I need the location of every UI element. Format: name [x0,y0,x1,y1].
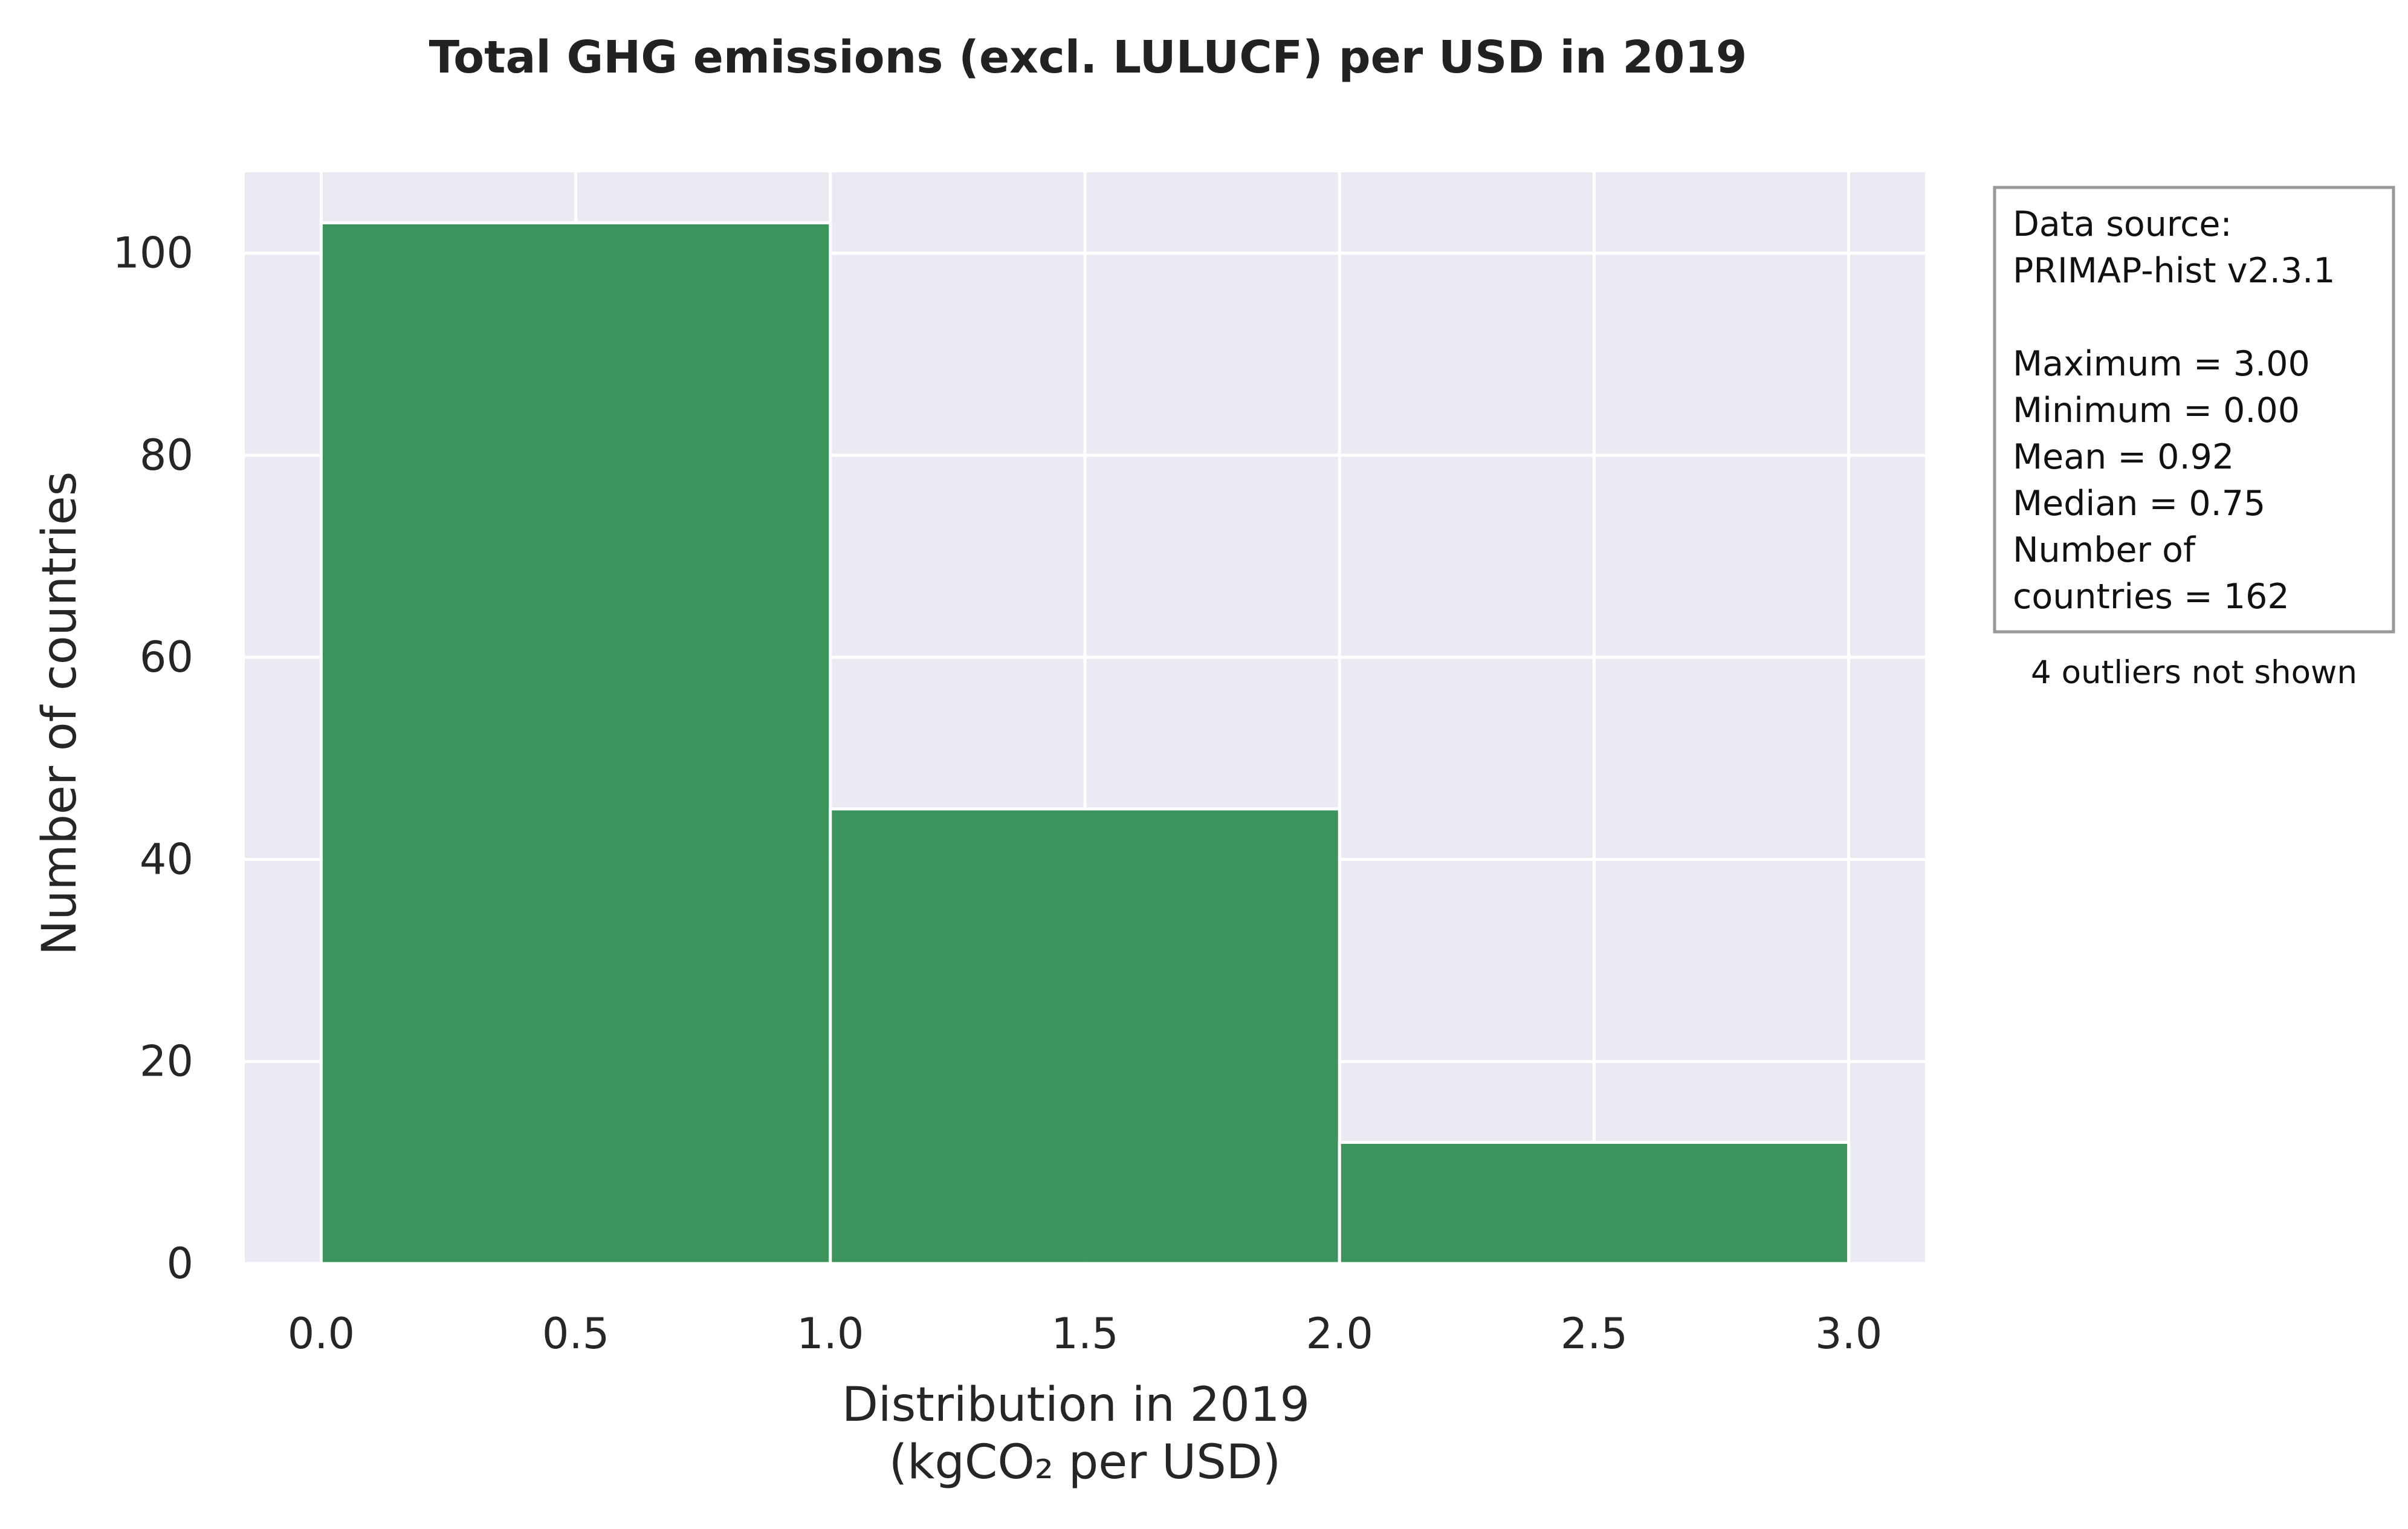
y-tick-label: 0 [166,1239,193,1288]
outlier-note: 4 outliers not shown [2031,654,2357,691]
histogram-bar-0 [319,221,832,1265]
y-tick-label: 20 [140,1037,193,1086]
y-axis-label: Number of countries [33,472,87,956]
info-box-line: Number of [2013,530,2196,570]
y-tick-label: 100 [112,229,193,278]
info-box-line: Mean = 0.92 [2013,437,2234,477]
histogram-bars [319,221,1851,1265]
x-axis-label-line2: (kgCO₂ per USD) [889,1435,1281,1490]
info-box-line: Data source: [2013,204,2232,244]
info-box [1993,186,2395,634]
info-box-line: Median = 0.75 [2013,484,2265,524]
x-tick-label: 3.0 [1815,1309,1882,1359]
info-box-line: PRIMAP-hist v2.3.1 [2013,251,2335,291]
x-tick-label: 0.0 [288,1309,355,1359]
histogram-bar-1 [829,807,1341,1265]
info-box-line: Minimum = 0.00 [2013,391,2300,430]
x-axis-label-line1: Distribution in 2019 [842,1378,1310,1432]
y-tick-label: 60 [140,632,193,682]
x-axis-ticks: 0.0 0.5 1.0 1.5 2.0 2.5 3.0 [288,1309,1883,1359]
y-axis-ticks: 0 20 40 60 80 100 [112,229,193,1288]
y-tick-label: 40 [140,834,193,884]
histogram-bar-2 [1338,1140,1851,1265]
y-tick-label: 80 [140,430,193,480]
info-box-line: Maximum = 3.00 [2013,344,2310,384]
info-box-line: countries = 162 [2013,577,2290,617]
x-tick-label: 1.5 [1051,1309,1118,1359]
chart-title: Total GHG emissions (excl. LULUCF) per U… [429,31,1747,83]
x-tick-label: 2.0 [1306,1309,1373,1359]
x-tick-label: 1.0 [797,1309,864,1359]
x-tick-label: 2.5 [1561,1309,1628,1359]
x-tick-label: 0.5 [542,1309,609,1359]
info-box-text: Data source: PRIMAP-hist v2.3.1 Maximum … [2013,204,2335,617]
